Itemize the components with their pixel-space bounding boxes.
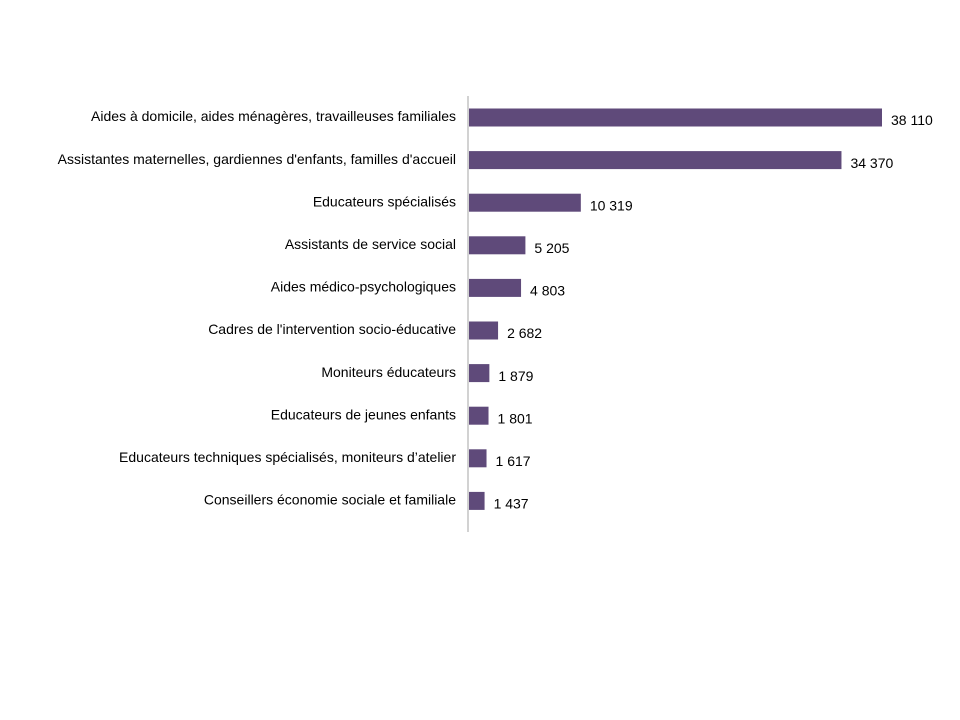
value-label: 1 879 bbox=[498, 368, 533, 384]
category-label: Aides médico-psychologiques bbox=[271, 279, 456, 295]
bar bbox=[469, 151, 842, 170]
category-label: Assistantes maternelles, gardiennes d'en… bbox=[58, 151, 456, 167]
value-label: 34 370 bbox=[850, 155, 893, 171]
bar bbox=[469, 491, 485, 510]
bar bbox=[469, 193, 581, 212]
category-label: Cadres de l'intervention socio-éducative bbox=[208, 321, 456, 337]
category-label: Conseillers économie sociale et familial… bbox=[204, 492, 456, 508]
category-label: Educateurs techniques spécialisés, monit… bbox=[119, 449, 456, 465]
value-label: 38 110 bbox=[891, 112, 933, 128]
bar bbox=[469, 236, 526, 255]
bar bbox=[469, 364, 490, 383]
value-label: 4 803 bbox=[530, 283, 565, 299]
value-label: 1 801 bbox=[498, 410, 533, 426]
value-labels-group: 38 110 34 370 10 319 5 205 4 803 2 682 1 879 1 … bbox=[494, 112, 933, 511]
bar bbox=[469, 406, 489, 425]
category-label: Educateurs de jeunes enfants bbox=[271, 406, 456, 422]
value-label: 1 617 bbox=[496, 453, 531, 469]
bar bbox=[469, 108, 882, 127]
category-label: Aides à domicile, aides ménagères, trava… bbox=[91, 108, 456, 124]
value-label: 1 437 bbox=[494, 496, 529, 512]
category-label: Moniteurs éducateurs bbox=[321, 364, 456, 380]
category-labels-group: Aides à domicile, aides ménagères, trava… bbox=[58, 108, 457, 507]
bar bbox=[469, 449, 487, 468]
value-label: 10 319 bbox=[590, 197, 633, 213]
category-label: Educateurs spécialisés bbox=[313, 193, 456, 209]
bar bbox=[469, 278, 522, 297]
bar bbox=[469, 321, 499, 340]
category-label: Assistants de service social bbox=[285, 236, 456, 252]
bars-group bbox=[469, 108, 882, 510]
value-label: 5 205 bbox=[534, 240, 569, 256]
value-label: 2 682 bbox=[507, 325, 542, 341]
